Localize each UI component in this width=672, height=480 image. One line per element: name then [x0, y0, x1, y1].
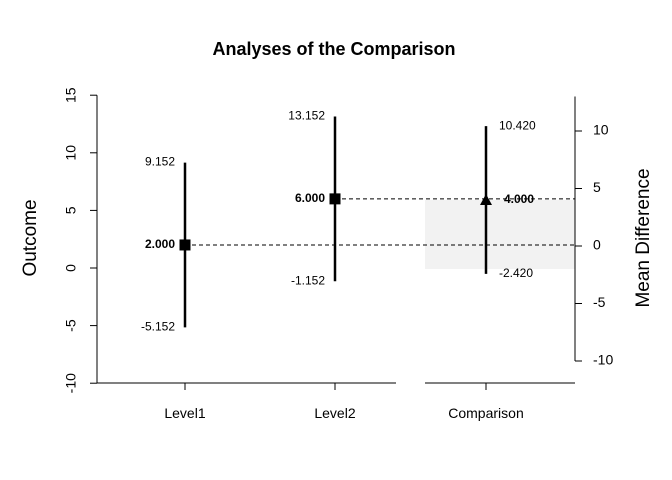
difference-band [425, 200, 575, 269]
y2-axis-title: Mean Difference [633, 168, 654, 307]
upper-label: 10.420 [499, 118, 536, 132]
lower-label: -5.152 [141, 320, 175, 334]
upper-label: 13.152 [288, 109, 325, 123]
lower-label: -2.420 [499, 266, 533, 280]
y2-tick-label: -10 [593, 352, 613, 368]
y-tick-label: 0 [63, 264, 79, 272]
y-tick-label: 10 [63, 145, 79, 161]
mean-marker-level1 [179, 239, 191, 251]
y2-tick-label: 5 [593, 179, 601, 195]
y2-tick-label: 10 [593, 122, 609, 138]
y-tick-label: -10 [63, 373, 79, 393]
mean-label: 2.000 [145, 237, 175, 251]
x-category-label: Level1 [164, 405, 205, 421]
y-axis-title: Outcome [20, 199, 41, 276]
y-tick-label: 5 [63, 206, 79, 214]
lower-label: -1.152 [291, 273, 325, 287]
mean-marker-level2 [329, 193, 341, 205]
y-tick-label: -5 [63, 319, 79, 332]
mean-marker-comparison [480, 194, 492, 205]
y2-tick-label: -5 [593, 294, 606, 310]
mean-label: 4.000 [504, 192, 534, 206]
y-tick-label: 15 [63, 87, 79, 103]
upper-label: 9.152 [145, 155, 175, 169]
mean-label: 6.000 [295, 191, 325, 205]
x-category-label: Level2 [314, 405, 355, 421]
y2-tick-label: 0 [593, 237, 601, 253]
chart-title: Analyses of the Comparison [212, 39, 455, 59]
x-category-label: Comparison [448, 405, 523, 421]
